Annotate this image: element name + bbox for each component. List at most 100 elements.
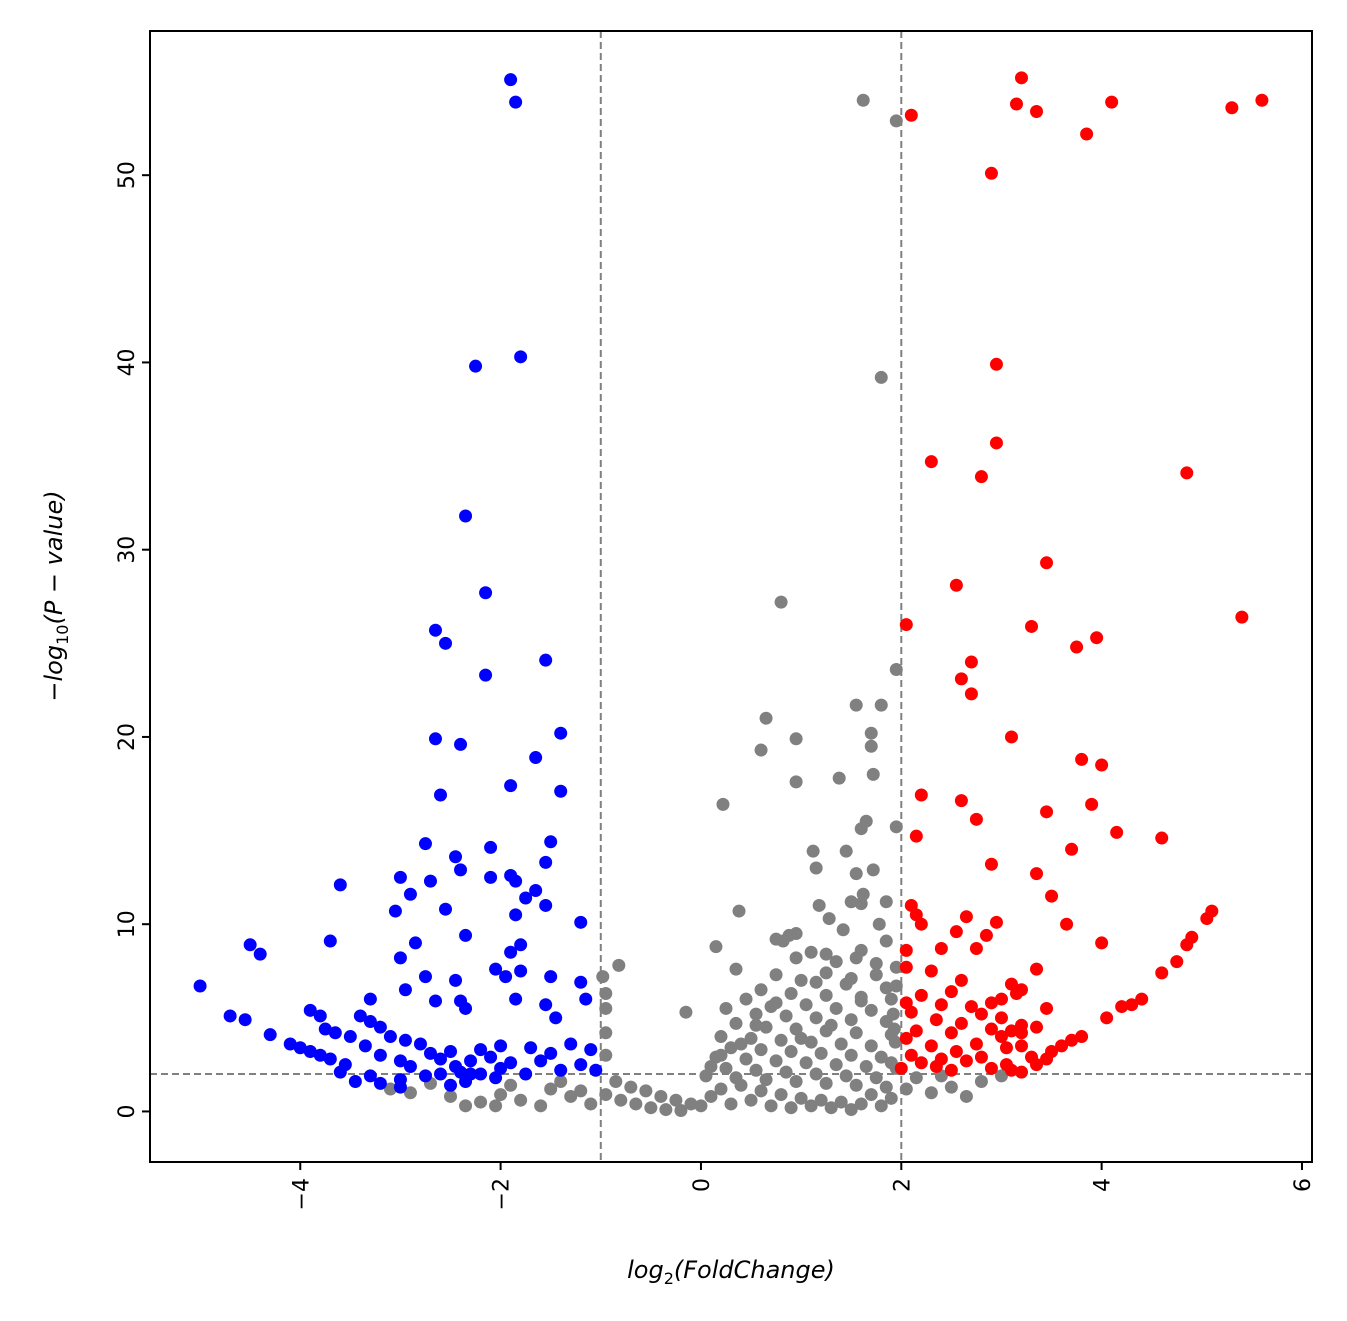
data-point-up — [899, 960, 913, 974]
data-point-up — [1040, 1052, 1054, 1066]
data-point-ns — [784, 1101, 798, 1115]
data-point-ns — [724, 1097, 738, 1111]
data-point-down — [494, 1039, 508, 1053]
data-point-up — [1040, 805, 1054, 819]
data-point-ns — [489, 1099, 503, 1113]
data-point-up — [984, 166, 998, 180]
data-point-down — [514, 938, 528, 952]
data-point-ns — [799, 998, 813, 1012]
data-point-up — [909, 1024, 923, 1038]
data-point-ns — [889, 114, 903, 128]
data-point-up — [1155, 966, 1169, 980]
data-point-ns — [769, 1054, 783, 1068]
data-point-down — [358, 1039, 372, 1053]
data-point-up — [1200, 912, 1214, 926]
data-point-ns — [854, 1097, 868, 1111]
data-point-ns — [614, 1093, 628, 1107]
data-point-ns — [866, 767, 880, 781]
data-point-down — [393, 870, 407, 884]
data-point-ns — [872, 917, 886, 931]
data-point-ns — [629, 1097, 643, 1111]
data-point-ns — [494, 1088, 508, 1102]
data-point-up — [944, 1026, 958, 1040]
data-point-down — [388, 904, 402, 918]
data-point-ns — [654, 1089, 668, 1103]
data-point-up — [1085, 797, 1099, 811]
y-tick-label: 40 — [115, 348, 140, 376]
data-point-ns — [874, 370, 888, 384]
data-point-ns — [887, 1022, 901, 1036]
data-point-ns — [806, 844, 820, 858]
data-point-ns — [874, 1050, 888, 1064]
data-point-ns — [834, 1037, 848, 1051]
data-point-down — [589, 1063, 603, 1077]
data-point-down — [323, 1052, 337, 1066]
data-point-down — [353, 1009, 367, 1023]
data-point-down — [393, 1054, 407, 1068]
data-point-down — [509, 992, 523, 1006]
data-point-ns — [819, 966, 833, 980]
data-point-up — [1065, 1033, 1079, 1047]
data-point-down — [489, 962, 503, 976]
data-point-ns — [804, 1099, 818, 1113]
data-point-up — [904, 1048, 918, 1062]
data-point-ns — [719, 1061, 733, 1075]
data-point-ns — [812, 898, 826, 912]
x-tick-label: −4 — [289, 1178, 314, 1210]
data-point-down — [363, 1015, 377, 1029]
data-point-ns — [534, 1099, 548, 1113]
data-point-down — [579, 992, 593, 1006]
data-point-up — [914, 1056, 928, 1070]
data-point-up — [984, 1061, 998, 1075]
data-point-ns — [774, 1088, 788, 1102]
data-point-down — [449, 850, 463, 864]
data-point-ns — [739, 1052, 753, 1066]
data-point-ns — [884, 992, 898, 1006]
data-point-ns — [839, 1069, 853, 1083]
data-point-down — [373, 1020, 387, 1034]
data-point-up — [949, 925, 963, 939]
data-point-down — [459, 928, 473, 942]
data-point-up — [1125, 998, 1139, 1012]
data-point-ns — [714, 1082, 728, 1096]
data-point-ns — [864, 1039, 878, 1053]
data-point-ns — [814, 1046, 828, 1060]
data-point-ns — [832, 771, 846, 785]
data-point-up — [1004, 730, 1018, 744]
data-point-down — [504, 73, 518, 87]
data-point-ns — [794, 1031, 808, 1045]
data-point-up — [1030, 1058, 1044, 1072]
data-point-up — [964, 687, 978, 701]
data-point-ns — [889, 663, 903, 677]
data-point-ns — [444, 1089, 458, 1103]
data-point-ns — [714, 1048, 728, 1062]
data-point-up — [954, 973, 968, 987]
data-point-ns — [849, 867, 863, 881]
data-point-down — [574, 1058, 588, 1072]
data-point-ns — [836, 923, 850, 937]
data-point-ns — [866, 863, 880, 877]
data-point-ns — [789, 732, 803, 746]
data-point-down — [434, 1067, 447, 1081]
data-point-ns — [864, 1003, 878, 1017]
data-point-ns — [819, 988, 833, 1002]
data-point-down — [238, 1013, 252, 1027]
data-point-down — [383, 1030, 397, 1044]
data-point-up — [934, 942, 948, 956]
data-point-ns — [599, 1026, 613, 1040]
data-point-ns — [719, 1001, 733, 1015]
data-point-up — [899, 996, 913, 1010]
data-point-ns — [849, 1078, 863, 1092]
data-point-up — [964, 1000, 978, 1014]
data-point-ns — [764, 1099, 778, 1113]
data-point-down — [479, 668, 493, 682]
data-point-up — [974, 1007, 988, 1021]
data-point-ns — [759, 711, 773, 725]
data-point-down — [554, 726, 568, 740]
data-point-down — [333, 878, 347, 892]
data-point-down — [423, 874, 437, 888]
data-point-down — [439, 902, 453, 916]
data-point-ns — [844, 1048, 858, 1062]
data-point-ns — [784, 1045, 798, 1059]
